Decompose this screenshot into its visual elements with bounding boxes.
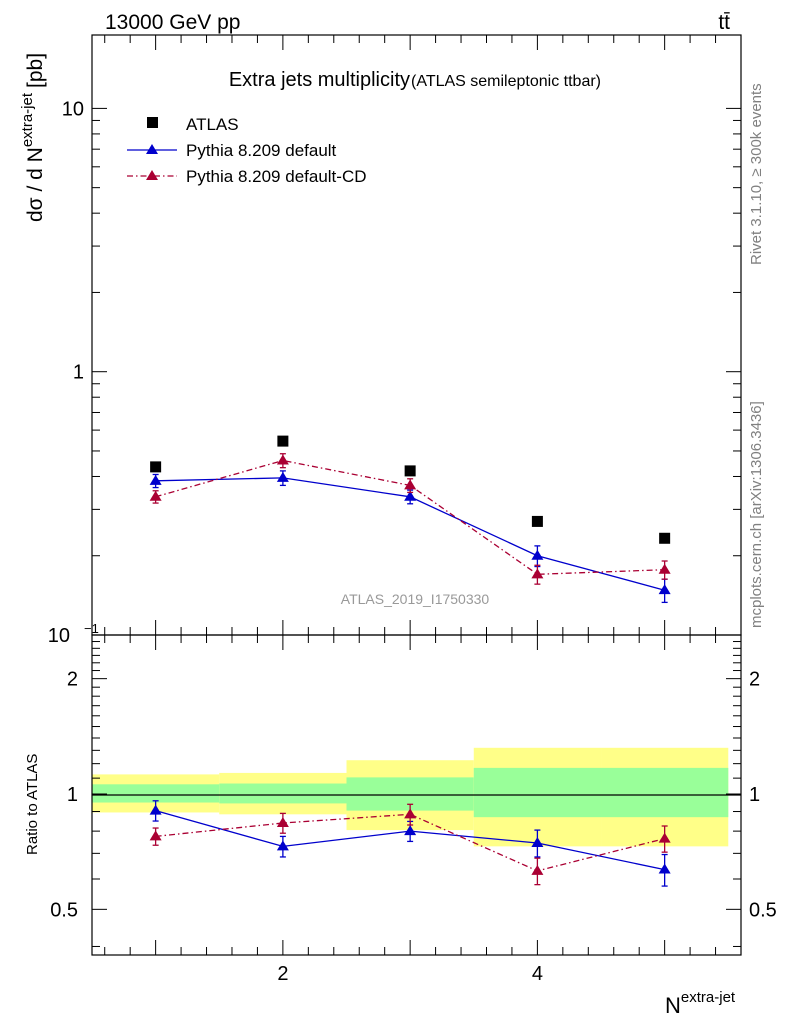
ratio-panel: 0.5 0.5 1 1 2 2 2 4 Ratio to ATLAS Nextra-jet — [24, 634, 777, 1018]
uncertainty-band-inner — [219, 783, 347, 804]
legend-marker-default — [146, 144, 158, 154]
y-tick-label: 1 — [73, 362, 84, 384]
x-axis-label-sup: extra-jet — [681, 989, 736, 1006]
ratio-point-default — [404, 825, 417, 836]
y-tick-exponent: −1 — [84, 621, 99, 636]
x-axis-label: Nextra-jet — [665, 989, 736, 1018]
data-point-default — [658, 584, 671, 595]
ratio-point-cd — [276, 817, 289, 828]
rivet-label: Rivet 3.1.10, ≥ 300k events — [748, 83, 765, 265]
data-point-default — [276, 471, 289, 482]
legend-label-cd: Pythia 8.209 default-CD — [186, 167, 367, 186]
ratio-y-tick-label-right: 2 — [749, 669, 760, 691]
ratio-point-cd — [149, 830, 162, 841]
mcplots-label: mcplots.cern.ch [arXiv:1306.3436] — [748, 401, 765, 628]
ratio-point-cd — [404, 808, 417, 819]
data-point-cd — [276, 454, 289, 465]
data-point-atlas — [150, 461, 162, 473]
data-point-cd — [531, 568, 544, 579]
data-point-cd — [149, 490, 162, 501]
ratio-y-tick-label-right: 0.5 — [749, 899, 777, 921]
y-axis-label-sup: extra-jet — [19, 92, 36, 147]
x-axis-label-main: N — [665, 993, 681, 1018]
y-tick-label: 10 — [62, 98, 84, 120]
data-point-default — [149, 474, 162, 485]
data-point-default — [531, 549, 544, 560]
ratio-point-default — [276, 840, 289, 851]
x-tick-label: 4 — [532, 963, 543, 985]
y-tick-label: 10 — [48, 625, 70, 647]
data-point-atlas — [277, 435, 289, 447]
ratio-y-axis-label: Ratio to ATLAS — [24, 754, 41, 855]
ratio-y-tick-label: 1 — [67, 784, 78, 806]
legend-marker-cd — [146, 170, 158, 180]
ratio-y-tick-label: 0.5 — [50, 899, 78, 921]
data-point-atlas — [659, 532, 671, 544]
svg-text:dσ / d Nextra-jet[pb]: dσ / d Nextra-jet [pb] — [19, 53, 47, 222]
ratio-point-default — [149, 804, 162, 815]
ratio-point-cd — [658, 832, 671, 843]
ratio-point-default — [658, 863, 671, 874]
legend-label-default: Pythia 8.209 default — [186, 141, 337, 160]
y-axis-label-main: dσ / d N — [24, 147, 47, 222]
uncertainty-band-inner — [473, 767, 602, 818]
process-label: tt̄ — [718, 11, 730, 34]
ratio-point-default — [531, 836, 544, 847]
uncertainty-band-inner — [601, 767, 729, 818]
analysis-watermark: ATLAS_2019_I1750330 — [341, 591, 490, 607]
legend: ATLAS Pythia 8.209 default Pythia 8.209 … — [127, 115, 367, 186]
data-point-atlas — [531, 515, 543, 527]
ratio-y-tick-label-right: 1 — [749, 784, 760, 806]
data-point-default — [404, 490, 417, 501]
ratio-line-cd — [155, 813, 665, 872]
legend-marker-atlas — [147, 117, 158, 128]
energy-label: 13000 GeV pp — [105, 11, 240, 34]
data-point-cd — [658, 563, 671, 574]
chart-title: Extra jets multiplicity — [229, 69, 410, 91]
legend-label-atlas: ATLAS — [186, 115, 239, 134]
chart-subtitle: (ATLAS semileptonic ttbar) — [411, 73, 601, 90]
ratio-panel-frame — [91, 634, 742, 956]
main-panel: 10 −1 1 10 Extra jets multiplicity (ATLAS s… — [19, 34, 742, 647]
y-axis-label: dσ / d Nextra-jet [pb] — [19, 53, 47, 222]
x-tick-label: 2 — [277, 963, 288, 985]
data-point-cd — [404, 479, 417, 490]
ratio-point-cd — [531, 864, 544, 875]
series-line-cd — [155, 459, 665, 575]
y-axis-label-unit: [pb] — [24, 53, 47, 88]
data-point-atlas — [404, 465, 416, 477]
uncertainty-band-inner — [92, 784, 220, 803]
ratio-y-tick-label: 2 — [67, 669, 78, 691]
